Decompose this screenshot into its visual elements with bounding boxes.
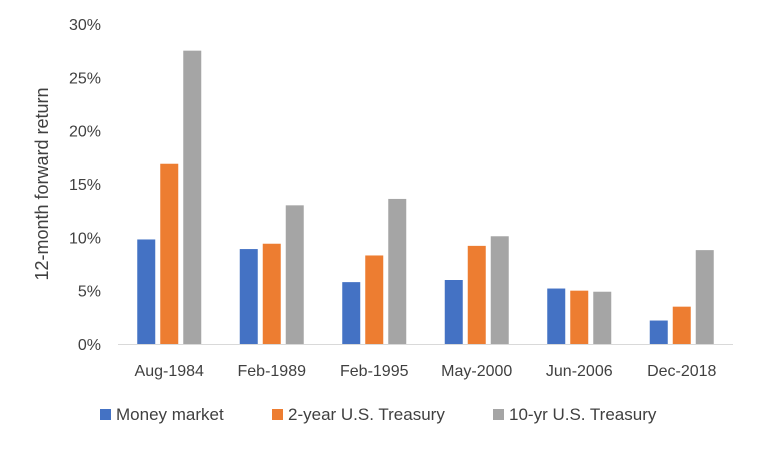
bar-2-year-u-s-treasury-feb-1995 [365, 255, 384, 344]
legend-label: 2-year U.S. Treasury [288, 405, 445, 424]
legend: Money market 2-year U.S. Treasury 10-yr U.… [100, 405, 657, 424]
bar-2-year-u-s-treasury-dec-2018 [672, 306, 691, 344]
y-tick-label: 30% [69, 17, 101, 34]
y-tick-label: 25% [69, 70, 101, 87]
x-tick-label: Aug-1984 [135, 363, 204, 380]
x-tick-label: May-2000 [441, 363, 512, 380]
bar-money-market-dec-2018 [649, 320, 668, 344]
bar-10-yr-u-s-treasury-dec-2018 [695, 250, 714, 344]
legend-label: Money market [116, 405, 224, 424]
legend-swatch [493, 409, 504, 420]
legend-label: 10-yr U.S. Treasury [509, 405, 657, 424]
y-tick-label: 15% [69, 177, 101, 194]
y-axis-label: 12-month forward return [32, 87, 52, 280]
y-axis-ticks: 0% 5% 10% 15% 20% 25% 30% [69, 17, 101, 354]
bar-2-year-u-s-treasury-jun-2006 [570, 290, 589, 344]
bar-2-year-u-s-treasury-aug-1984 [160, 163, 179, 344]
bars [137, 50, 714, 345]
bar-10-yr-u-s-treasury-jun-2006 [593, 291, 612, 344]
legend-swatch [272, 409, 283, 420]
bar-2-year-u-s-treasury-feb-1989 [262, 243, 281, 344]
bar-money-market-aug-1984 [137, 239, 156, 344]
bar-money-market-jun-2006 [547, 288, 566, 344]
x-tick-label: Dec-2018 [647, 363, 716, 380]
x-tick-label: Feb-1995 [340, 363, 409, 380]
y-tick-label: 20% [69, 124, 101, 141]
bar-money-market-feb-1995 [342, 282, 361, 344]
bar-money-market-may-2000 [444, 280, 463, 344]
y-tick-label: 0% [78, 337, 101, 354]
x-tick-label: Feb-1989 [238, 363, 307, 380]
y-tick-label: 10% [69, 230, 101, 247]
bar-10-yr-u-s-treasury-may-2000 [490, 236, 509, 344]
x-tick-label: Jun-2006 [546, 363, 613, 380]
bar-10-yr-u-s-treasury-aug-1984 [183, 50, 202, 345]
y-tick-label: 5% [78, 284, 101, 301]
bar-10-yr-u-s-treasury-feb-1995 [388, 198, 407, 344]
bar-2-year-u-s-treasury-may-2000 [467, 245, 486, 344]
bar-money-market-feb-1989 [239, 249, 258, 344]
x-axis-ticks: Aug-1984 Feb-1989 Feb-1995 May-2000 Jun-2006… [135, 363, 717, 380]
bar-10-yr-u-s-treasury-feb-1989 [285, 205, 304, 344]
legend-swatch [100, 409, 111, 420]
